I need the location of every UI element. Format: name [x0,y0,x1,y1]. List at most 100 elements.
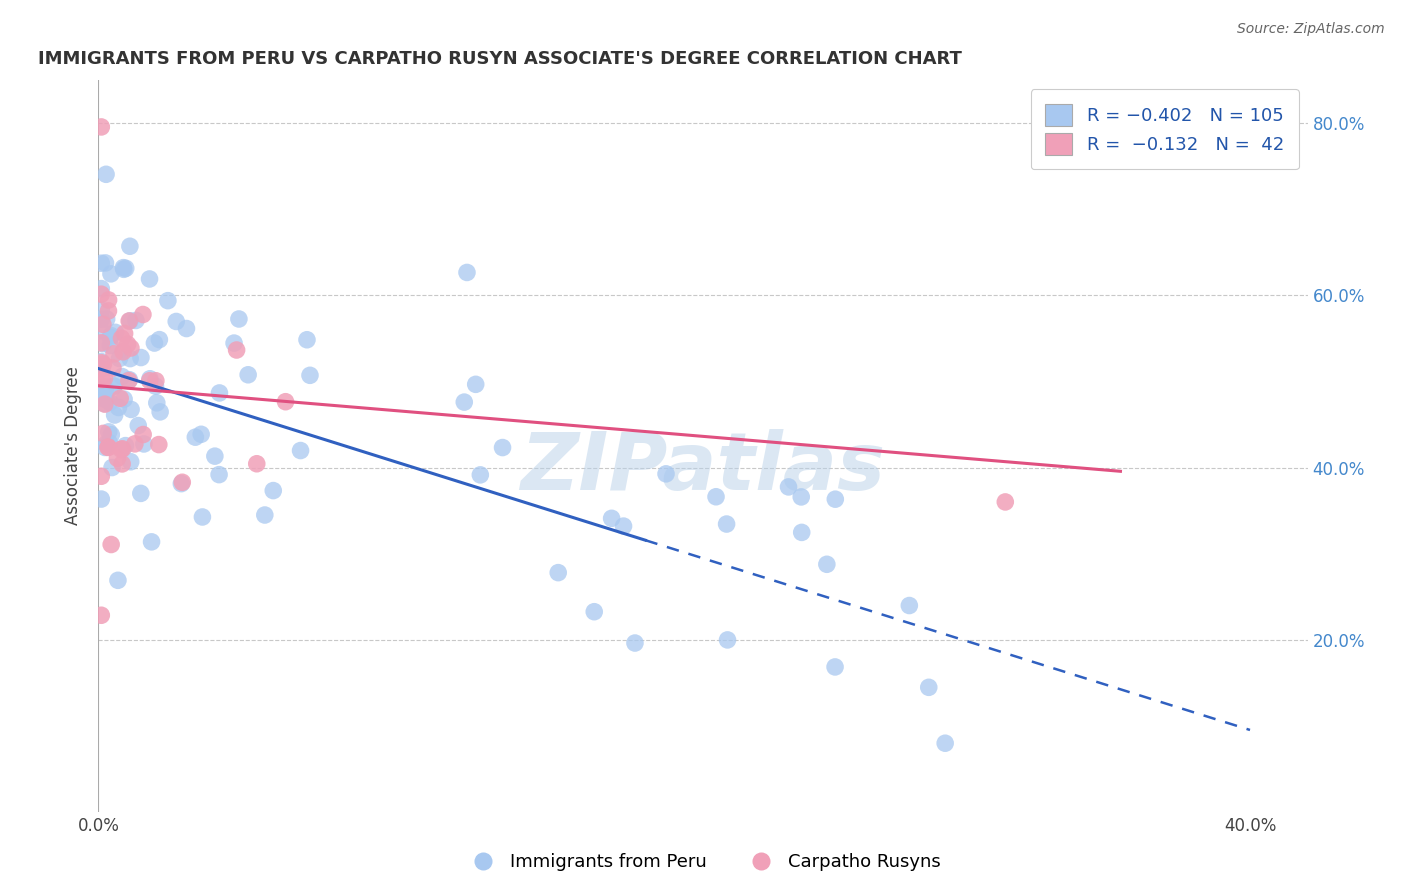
Point [90,354,112,368]
Point [290,443,312,458]
Point [101,460,124,475]
Point [107,401,129,415]
Point [93,371,115,385]
Point [110,442,132,457]
Point [110,331,132,345]
Point [94,384,117,398]
Point [94,437,117,451]
Point [103,379,125,393]
Point [139,372,162,386]
Point [464,377,486,392]
Point [98,338,121,352]
Point [918,681,941,695]
Point [94,167,117,181]
Point [91,373,114,387]
Point [94,256,117,270]
Point [93,385,115,400]
Point [97,293,120,307]
Point [97,441,120,455]
Point [120,402,142,417]
Point [98,330,121,344]
Point [125,313,148,327]
Point [101,361,124,376]
Point [94,441,117,455]
Point [204,449,226,463]
Point [456,265,478,279]
Point [298,368,321,383]
Point [156,293,179,308]
Point [118,314,141,328]
Point [91,383,114,397]
Point [91,426,114,441]
Point [107,574,129,588]
Point [236,368,259,382]
Point [90,324,112,338]
Point [118,314,141,328]
Point [184,430,207,444]
Point [176,321,198,335]
Point [141,534,163,549]
Text: ZIPatlas: ZIPatlas [520,429,886,507]
Point [898,599,921,613]
Point [94,397,117,411]
Point [790,490,813,504]
Point [274,394,297,409]
Point [124,437,146,451]
Point [934,736,956,750]
Legend: R = −0.402   N = 105, R =  −0.132   N =  42: R = −0.402 N = 105, R = −0.132 N = 42 [1031,89,1299,169]
Point [118,373,141,387]
Point [90,256,112,270]
Point [94,392,117,407]
Point [253,508,276,522]
Point [98,435,121,450]
Point [165,314,187,328]
Point [97,425,120,439]
Point [120,351,142,366]
Point [583,605,606,619]
Point [90,608,112,623]
Point [778,480,800,494]
Point [222,336,245,351]
Point [148,333,170,347]
Point [716,516,738,531]
Point [612,519,634,533]
Point [90,312,112,326]
Point [90,335,112,350]
Point [114,261,136,276]
Point [114,439,136,453]
Point [790,525,813,540]
Point [112,262,135,277]
Point [129,351,152,365]
Point [93,396,115,410]
Point [470,467,492,482]
Point [824,492,846,507]
Point [93,357,115,371]
Point [143,336,166,351]
Point [93,391,115,405]
Point [100,267,122,281]
Point [114,326,136,341]
Point [107,451,129,466]
Point [145,379,167,393]
Point [132,437,155,451]
Point [225,343,247,357]
Point [127,418,149,433]
Point [547,566,569,580]
Point [97,440,120,454]
Point [815,558,838,572]
Point [94,392,117,407]
Point [117,337,139,351]
Point [120,341,142,355]
Point [120,455,142,469]
Point [994,495,1017,509]
Point [132,427,155,442]
Point [90,469,112,483]
Point [100,427,122,442]
Point [91,336,114,351]
Text: Source: ZipAtlas.com: Source: ZipAtlas.com [1237,22,1385,37]
Y-axis label: Associate's Degree: Associate's Degree [65,367,83,525]
Point [100,328,122,343]
Point [97,304,120,318]
Point [145,374,167,388]
Point [90,303,112,318]
